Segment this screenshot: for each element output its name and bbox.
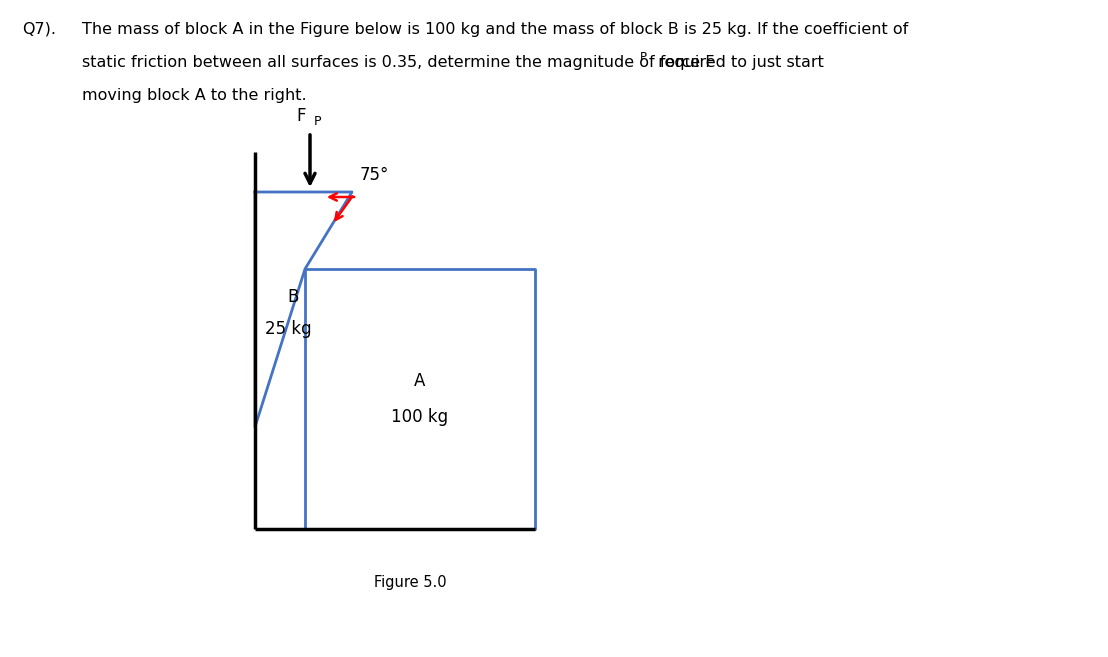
- Text: P: P: [640, 51, 647, 64]
- Text: Figure 5.0: Figure 5.0: [373, 574, 447, 589]
- Text: P: P: [314, 115, 321, 128]
- Text: static friction between all surfaces is 0.35, determine the magnitude of force F: static friction between all surfaces is …: [82, 55, 715, 70]
- Text: 25 kg: 25 kg: [265, 321, 311, 338]
- Text: required to just start: required to just start: [653, 55, 824, 70]
- Text: B: B: [288, 288, 299, 306]
- Text: A: A: [414, 372, 425, 390]
- Text: F: F: [297, 107, 306, 125]
- Text: Q7).: Q7).: [22, 22, 57, 37]
- Text: moving block A to the right.: moving block A to the right.: [82, 88, 307, 103]
- Text: 100 kg: 100 kg: [391, 408, 449, 426]
- Text: The mass of block A in the Figure below is 100 kg and the mass of block B is 25 : The mass of block A in the Figure below …: [82, 22, 909, 37]
- Text: 75°: 75°: [360, 166, 389, 184]
